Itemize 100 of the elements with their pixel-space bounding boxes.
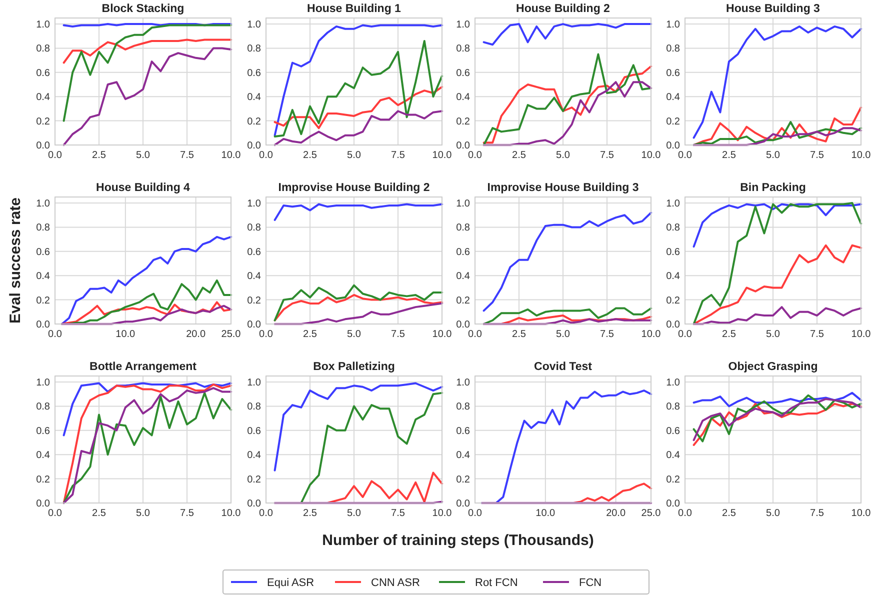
x-tick-label: 10.0 (432, 150, 452, 161)
y-tick-label: 0.4 (456, 450, 470, 462)
line-series (692, 306, 862, 325)
y-tick-label: 1.0 (666, 378, 680, 389)
line-series (692, 244, 862, 325)
line-series (692, 203, 862, 248)
x-tick-label: 20.0 (186, 329, 206, 340)
x-tick-label: 2.5 (722, 329, 736, 340)
y-tick-label: 0.8 (456, 402, 470, 413)
y-tick-label: 0.2 (666, 295, 680, 306)
x-tick-label: 5.0 (766, 150, 780, 161)
line-series (692, 106, 862, 146)
y-tick-label: 0.0 (36, 498, 50, 510)
x-tick-label: 5.0 (556, 150, 570, 161)
y-tick-label: 0.4 (36, 450, 50, 462)
x-tick-label: 5.0 (766, 329, 780, 340)
x-tick-label: 25.0 (641, 508, 662, 519)
x-tick-label: 2.5 (303, 329, 318, 340)
y-tick-label: 0.6 (456, 426, 470, 437)
y-tick-label: 0.0 (247, 498, 262, 510)
x-tick-label: 7.5 (391, 150, 406, 161)
x-tick-label: 7.5 (810, 329, 824, 340)
x-tick-label: 7.5 (180, 150, 194, 161)
y-tick-label: 0.8 (666, 402, 680, 413)
x-tick-label: 10.0 (851, 329, 872, 340)
chart-title: Object Grasping (728, 361, 818, 373)
y-tick-label: 0.6 (36, 246, 50, 258)
x-tick-label: 0.0 (678, 150, 692, 161)
x-tick-label: 25.0 (221, 329, 242, 340)
line-series (62, 382, 232, 436)
y-tick-label: 0.6 (456, 68, 470, 79)
chart-title: Improvise House Building 3 (487, 182, 639, 194)
y-tick-label: 1.0 (247, 378, 262, 389)
line-series (61, 236, 232, 325)
line-series (274, 203, 443, 221)
line-series (692, 25, 862, 139)
x-tick-label: 2.5 (303, 150, 318, 161)
x-tick-label: 7.5 (810, 150, 824, 161)
line-series (482, 81, 652, 146)
y-tick-label: 0.4 (247, 271, 262, 282)
line-series (62, 38, 232, 64)
line-series (482, 307, 652, 325)
y-tick-label: 0.2 (36, 474, 50, 486)
y-tick-label: 0.0 (666, 498, 680, 510)
x-tick-label: 10.0 (851, 150, 872, 161)
y-tick-label: 0.0 (36, 140, 50, 152)
x-tick-label: 2.5 (512, 329, 526, 340)
x-tick-label: 10.0 (851, 508, 872, 519)
legend-label: Rot FCN (475, 577, 518, 589)
x-tick-label: 5.0 (766, 508, 780, 519)
y-tick-label: 1.0 (666, 20, 680, 31)
y-tick-label: 0.2 (36, 116, 50, 128)
y-tick-label: 1.0 (36, 20, 50, 31)
chart-title: Covid Test (534, 361, 592, 373)
y-tick-label: 0.6 (666, 426, 680, 437)
x-tick-label: 0.0 (468, 150, 482, 161)
y-tick-label: 0.4 (247, 92, 262, 104)
line-series (692, 121, 862, 146)
y-tick-label: 0.4 (666, 450, 680, 462)
y-tick-label: 0.2 (456, 474, 470, 486)
y-tick-label: 0.4 (247, 450, 262, 462)
line-series (482, 212, 652, 312)
y-tick-label: 1.0 (456, 20, 470, 31)
y-tick-label: 0.0 (456, 498, 470, 510)
y-tick-label: 0.8 (36, 222, 50, 234)
x-tick-label: 5.0 (347, 150, 362, 161)
y-tick-label: 0.8 (247, 402, 262, 413)
line-series (274, 382, 443, 472)
y-tick-label: 0.0 (666, 140, 680, 152)
y-tick-label: 0.8 (666, 222, 680, 234)
x-tick-label: 0.0 (48, 150, 62, 161)
x-tick-label: 10.0 (536, 508, 556, 519)
x-tick-label: 5.0 (556, 329, 570, 340)
chart-title: House Building 1 (307, 3, 402, 15)
y-tick-label: 0.0 (456, 140, 470, 152)
line-series (482, 23, 652, 46)
y-tick-label: 0.2 (666, 474, 680, 486)
y-tick-label: 0.6 (247, 246, 262, 258)
x-tick-label: 0.0 (468, 329, 482, 340)
y-tick-label: 0.8 (36, 402, 50, 413)
x-tick-label: 0.0 (48, 508, 62, 519)
chart-title: Box Palletizing (313, 361, 395, 373)
y-tick-label: 0.2 (456, 116, 470, 128)
line-series (274, 86, 443, 130)
y-tick-label: 0.4 (666, 92, 680, 104)
y-tick-label: 0.4 (36, 92, 50, 104)
y-tick-label: 0.0 (247, 140, 262, 152)
chart-title: Block Stacking (102, 3, 184, 15)
y-tick-label: 1.0 (247, 198, 262, 210)
y-tick-label: 0.8 (36, 44, 50, 55)
x-tick-label: 7.5 (391, 508, 406, 519)
y-tick-label: 0.4 (456, 92, 470, 104)
x-tick-label: 2.5 (303, 508, 318, 519)
x-tick-label: 20.0 (606, 508, 626, 519)
line-series (274, 294, 443, 322)
x-tick-label: 0.0 (259, 150, 274, 161)
x-tick-label: 5.0 (136, 150, 150, 161)
chart-title: House Building 4 (96, 182, 191, 194)
x-tick-label: 0.0 (468, 508, 482, 519)
x-tick-label: 10.0 (221, 508, 242, 519)
